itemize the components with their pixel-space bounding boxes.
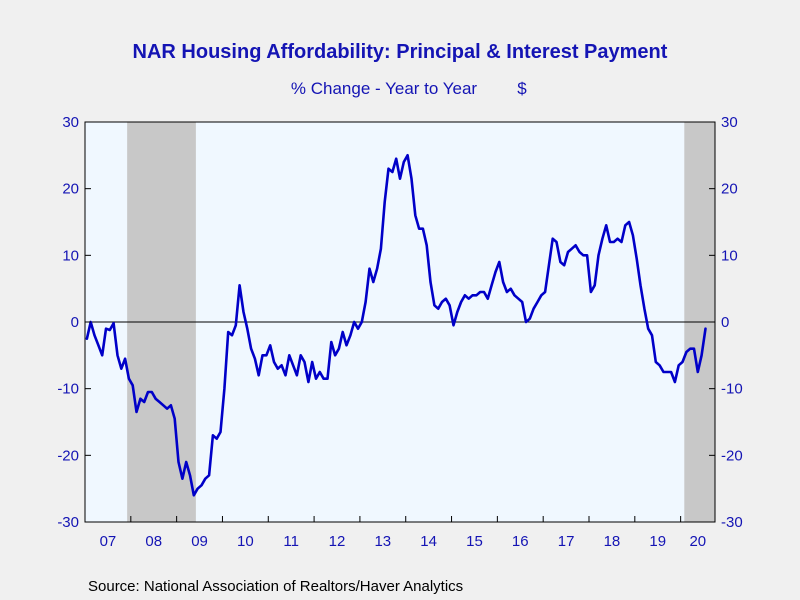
x-tick-label: 09 bbox=[191, 533, 208, 550]
chart-title: NAR Housing Affordability: Principal & I… bbox=[133, 41, 668, 63]
y-axis-left: 30 20 10 0 -10 -20 -30 bbox=[57, 114, 91, 531]
y-tick-label: -30 bbox=[57, 514, 79, 531]
y-tick-label: 10 bbox=[62, 247, 79, 264]
x-tick-label: 15 bbox=[466, 533, 483, 550]
x-tick-label: 19 bbox=[649, 533, 666, 550]
source-note: Source: National Association of Realtors… bbox=[88, 578, 463, 595]
x-tick-label: 10 bbox=[237, 533, 254, 550]
x-tick-label: 16 bbox=[512, 533, 529, 550]
y-tick-label: 30 bbox=[62, 114, 79, 131]
series-line bbox=[85, 154, 707, 497]
x-tick-label: 14 bbox=[420, 533, 437, 550]
y-tick-label: -30 bbox=[721, 514, 743, 531]
y-tick-label: 10 bbox=[721, 247, 738, 264]
x-tick-label: 07 bbox=[100, 533, 117, 550]
y-axis-right: 30 20 10 0 -10 -20 -30 bbox=[709, 114, 743, 531]
y-tick-label: 30 bbox=[721, 114, 738, 131]
y-tick-label: -10 bbox=[721, 381, 743, 398]
y-tick-label: -10 bbox=[57, 381, 79, 398]
x-tick-label: 13 bbox=[374, 533, 391, 550]
y-tick-label: 0 bbox=[71, 314, 79, 331]
x-tick-label: 08 bbox=[145, 533, 162, 550]
plot-area bbox=[84, 121, 716, 523]
x-tick-label: 12 bbox=[329, 533, 346, 550]
x-axis: 07 08 09 10 11 12 13 14 15 16 17 18 19 20 bbox=[84, 516, 706, 550]
unit-label: $ bbox=[517, 79, 527, 98]
x-tick-label: 20 bbox=[689, 533, 706, 550]
x-tick-label: 17 bbox=[558, 533, 575, 550]
y-tick-label: 20 bbox=[62, 181, 79, 198]
y-tick-label: 20 bbox=[721, 181, 738, 198]
x-tick-label: 11 bbox=[283, 533, 299, 550]
y-tick-label: -20 bbox=[57, 447, 79, 464]
y-tick-label: -20 bbox=[721, 447, 743, 464]
x-tick-label: 18 bbox=[604, 533, 621, 550]
chart-subtitle: % Change - Year to Year bbox=[291, 79, 478, 98]
y-tick-label: 0 bbox=[721, 314, 729, 331]
